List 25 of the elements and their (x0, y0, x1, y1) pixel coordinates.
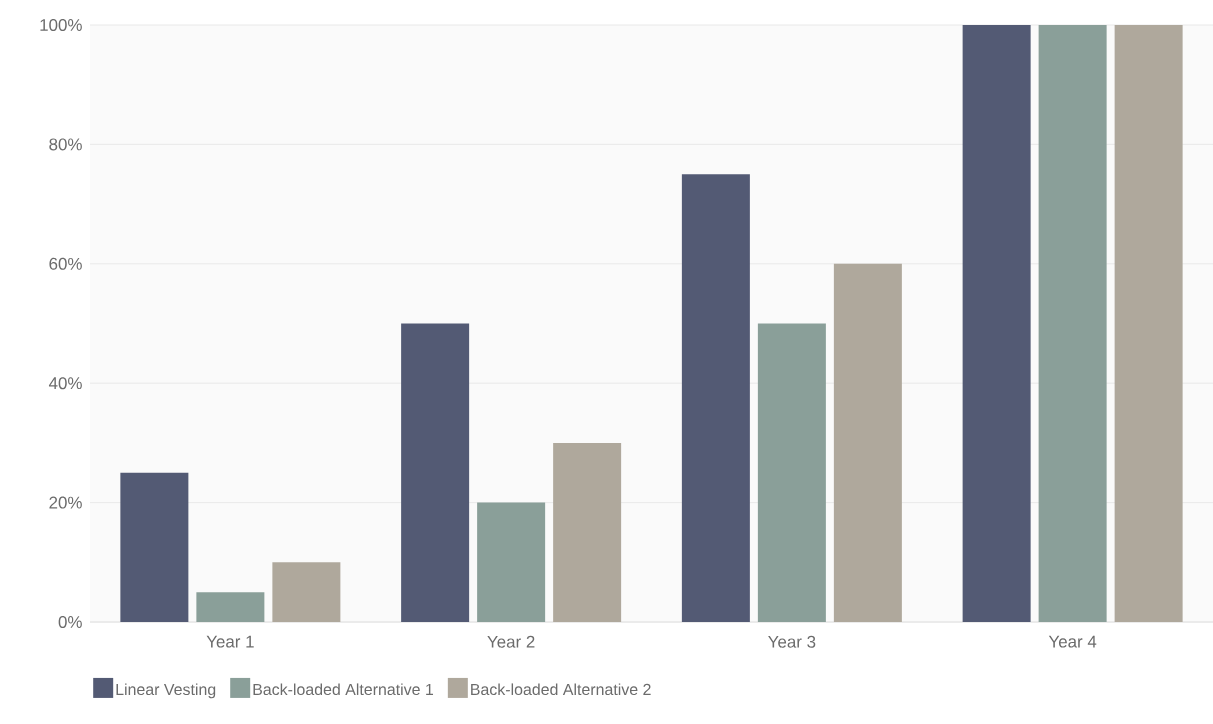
bar (1038, 24, 1107, 622)
y-tick-label: 40% (48, 377, 82, 390)
bar (401, 323, 470, 622)
y-tick-label: 100% (40, 19, 82, 31)
y-tick-label: 0% (58, 616, 82, 628)
y-tick-label: 80% (49, 138, 82, 151)
y-tick-label: 60% (49, 257, 82, 270)
bar (553, 442, 622, 622)
x-tick-label: Year 4 (1048, 635, 1097, 648)
bar (757, 323, 826, 622)
bar (681, 174, 750, 622)
x-tick-label: Year 2 (487, 635, 535, 648)
bar (833, 263, 902, 622)
x-tick-label: Year 1 (206, 635, 254, 648)
x-tick-label: Year 3 (768, 635, 816, 648)
bar (962, 24, 1031, 622)
bar (120, 472, 189, 622)
y-tick-label: 20% (49, 496, 82, 509)
legend-label: Back-loaded Alternative 1 (253, 683, 434, 696)
bar (272, 562, 341, 622)
bar (196, 592, 265, 622)
bar (1114, 24, 1183, 622)
bar (477, 502, 546, 622)
legend-label: Linear Vesting (116, 683, 216, 699)
legend-label: Back-loaded Alternative 2 (471, 683, 651, 696)
